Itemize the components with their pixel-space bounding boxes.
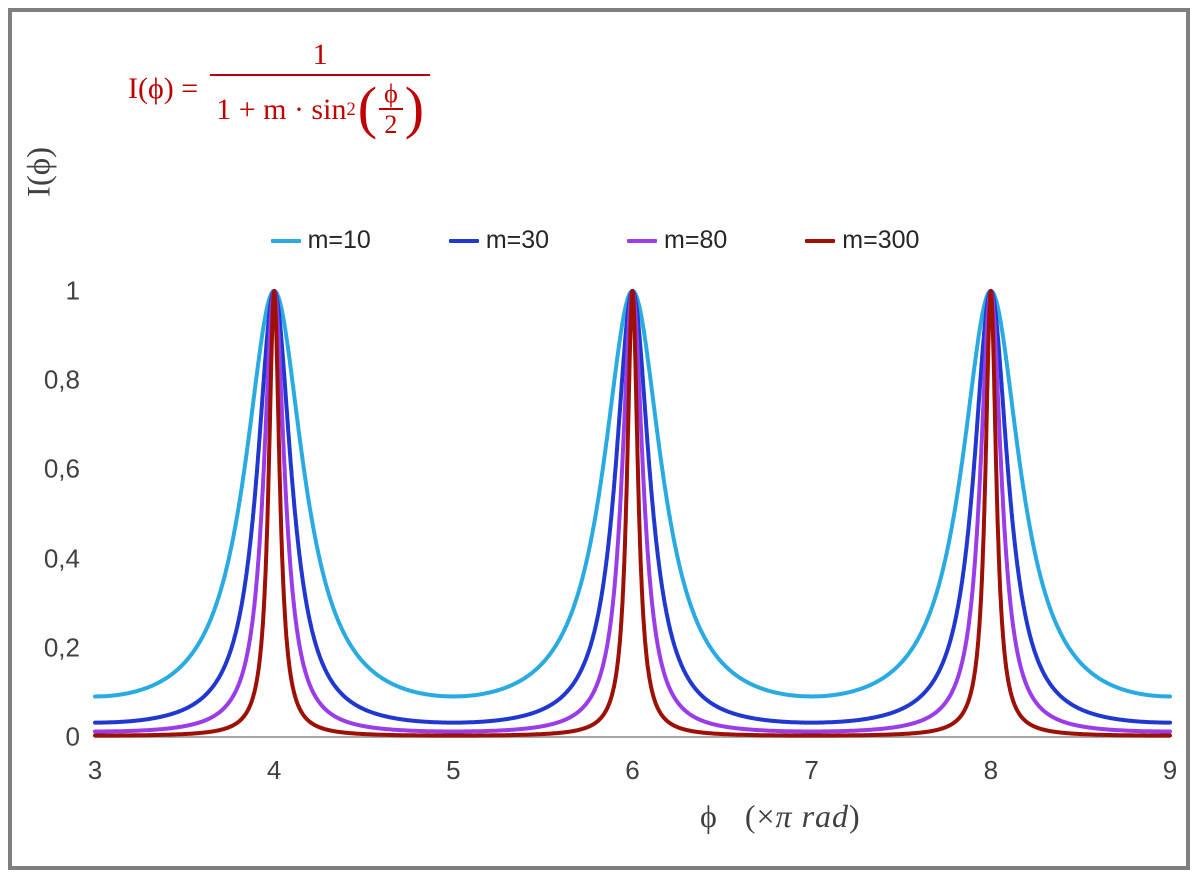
formula: I(ϕ) = 1 1 + m · sin 2 ( ϕ 2 ): [128, 38, 431, 140]
y-tick-label-0,6: 0,6: [43, 453, 80, 484]
legend-swatch-m=300: [805, 238, 836, 243]
legend-swatch-m=30: [448, 238, 479, 243]
legend: m=10 m=30 m=80 m=300: [95, 226, 1095, 255]
formula-fraction: 1 1 + m · sin 2 ( ϕ 2 ): [210, 38, 431, 140]
x-tick-label-4: 4: [266, 755, 282, 785]
legend-swatch-m=10: [270, 238, 301, 243]
legend-label-m=30: m=30: [485, 226, 550, 254]
legend-label-m=80: m=80: [664, 226, 728, 254]
x-tick-label-5: 5: [446, 755, 461, 785]
inner-fraction: ϕ 2: [379, 80, 403, 140]
legend-item-m=300: m=300: [805, 226, 919, 255]
inner-denominator: 2: [384, 110, 398, 140]
x-axis-title-unit: π rad: [775, 798, 850, 834]
fraction-bar: [210, 74, 431, 76]
x-tick-label-3: 3: [87, 755, 103, 785]
y-axis-title: I(ϕ): [21, 146, 58, 198]
inner-numerator: ϕ: [379, 80, 403, 111]
x-tick-label-9: 9: [1162, 755, 1178, 785]
x-axis-title-phi: ϕ: [700, 798, 718, 834]
denominator-text: 1 + m · sin: [216, 92, 347, 126]
formula-lhs: I(ϕ) =: [128, 71, 199, 105]
sin-exponent: 2: [346, 98, 356, 120]
x-tick-label-6: 6: [625, 755, 640, 785]
legend-label-m=10: m=10: [307, 226, 371, 254]
y-tick-label-0,2: 0,2: [43, 632, 80, 663]
legend-item-m=30: m=30: [448, 226, 550, 255]
x-tick-label-8: 8: [983, 755, 999, 785]
x-axis-title: ϕ (×π rad): [700, 798, 861, 835]
legend-swatch-m=80: [627, 238, 658, 243]
x-tick-label-7: 7: [804, 755, 819, 785]
y-tick-label-0,8: 0,8: [43, 364, 80, 395]
legend-item-m=80: m=80: [627, 226, 727, 255]
formula-numerator: 1: [312, 38, 328, 71]
x-axis-title-prefix: (×: [744, 798, 776, 834]
formula-denominator: 1 + m · sin 2 ( ϕ 2 ): [216, 74, 425, 140]
y-tick-label-1: 1: [65, 275, 80, 306]
legend-label-m=300: m=300: [842, 226, 920, 254]
y-tick-label-0,4: 0,4: [43, 543, 80, 574]
legend-item-m=10: m=10: [270, 226, 371, 255]
x-axis-title-suffix: ): [849, 798, 861, 834]
y-tick-label-0: 0: [65, 721, 80, 752]
